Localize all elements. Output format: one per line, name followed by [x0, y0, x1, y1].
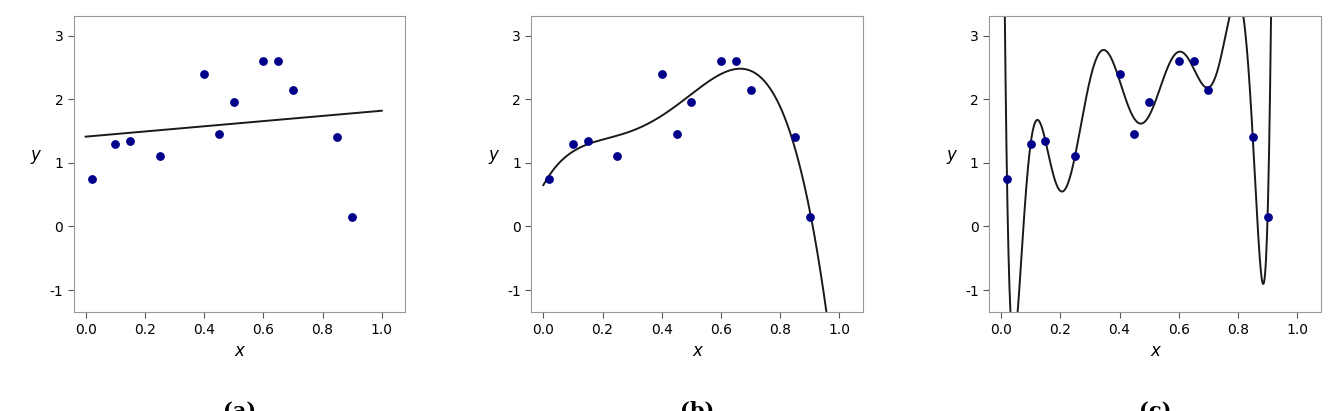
- Point: [223, 99, 244, 106]
- Point: [267, 58, 288, 64]
- Point: [1065, 153, 1086, 160]
- Point: [740, 86, 762, 93]
- X-axis label: x: x: [1151, 342, 1160, 360]
- Text: (c): (c): [1139, 401, 1171, 411]
- Point: [711, 58, 732, 64]
- Point: [1139, 99, 1160, 106]
- Point: [327, 134, 349, 141]
- Point: [208, 131, 229, 137]
- X-axis label: x: x: [235, 342, 244, 360]
- Point: [1109, 70, 1130, 77]
- Point: [1198, 86, 1219, 93]
- Point: [681, 99, 703, 106]
- Point: [996, 175, 1018, 182]
- Y-axis label: y: y: [31, 146, 40, 164]
- Point: [193, 70, 215, 77]
- Point: [650, 70, 672, 77]
- Point: [1035, 137, 1057, 144]
- Point: [1242, 134, 1263, 141]
- Point: [80, 175, 102, 182]
- Point: [606, 153, 628, 160]
- Y-axis label: y: y: [488, 146, 499, 164]
- Point: [539, 175, 561, 182]
- Y-axis label: y: y: [947, 146, 956, 164]
- Text: (b): (b): [680, 401, 715, 411]
- Point: [1021, 141, 1042, 147]
- Point: [666, 131, 688, 137]
- Point: [149, 153, 170, 160]
- Point: [725, 58, 747, 64]
- Point: [342, 214, 363, 220]
- Text: (a): (a): [223, 401, 256, 411]
- Point: [1257, 214, 1278, 220]
- Point: [119, 137, 141, 144]
- Point: [577, 137, 598, 144]
- Point: [1124, 131, 1145, 137]
- Point: [799, 214, 821, 220]
- Point: [562, 141, 583, 147]
- X-axis label: x: x: [692, 342, 703, 360]
- Point: [282, 86, 303, 93]
- Point: [252, 58, 274, 64]
- Point: [784, 134, 806, 141]
- Point: [1168, 58, 1189, 64]
- Point: [1183, 58, 1204, 64]
- Point: [105, 141, 126, 147]
